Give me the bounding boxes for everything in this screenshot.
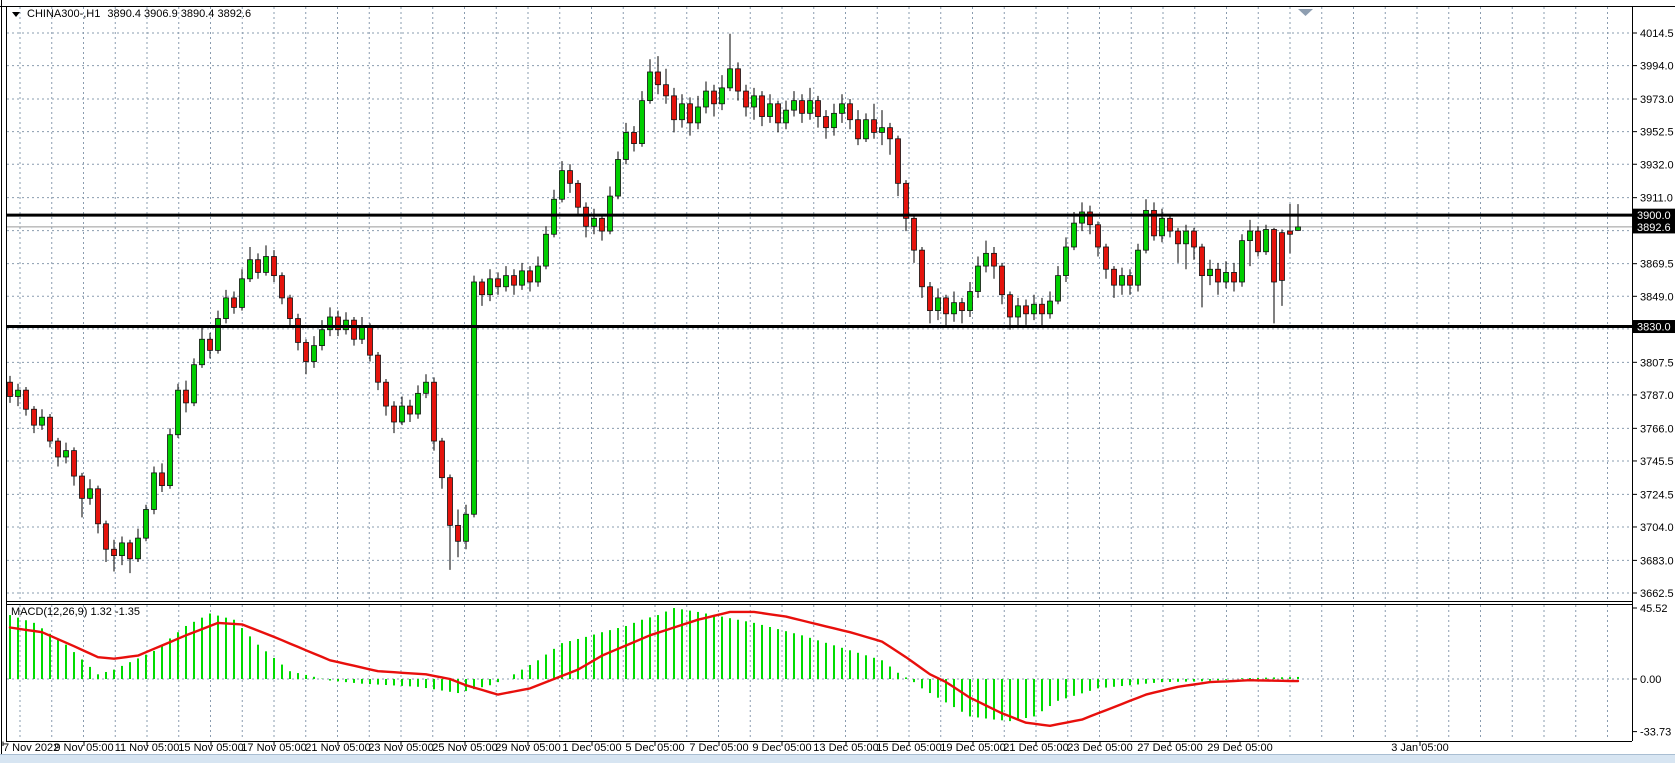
svg-text:13 Dec 05:00: 13 Dec 05:00 <box>813 742 878 754</box>
svg-text:19 Dec 05:00: 19 Dec 05:00 <box>940 742 1005 754</box>
macd-layer <box>8 608 1300 727</box>
svg-text:4014.5: 4014.5 <box>1640 28 1674 40</box>
svg-text:25 Nov 05:00: 25 Nov 05:00 <box>432 742 497 754</box>
svg-text:3994.0: 3994.0 <box>1640 61 1674 73</box>
svg-text:7 Dec 05:00: 7 Dec 05:00 <box>689 742 748 754</box>
svg-text:3932.0: 3932.0 <box>1640 159 1674 171</box>
svg-text:3724.5: 3724.5 <box>1640 489 1674 501</box>
svg-text:3683.0: 3683.0 <box>1640 555 1674 567</box>
svg-text:9 Nov 05:00: 9 Nov 05:00 <box>54 742 113 754</box>
svg-text:3849.0: 3849.0 <box>1640 291 1674 303</box>
svg-text:3662.5: 3662.5 <box>1640 588 1674 600</box>
svg-text:29 Nov 05:00: 29 Nov 05:00 <box>495 742 560 754</box>
svg-text:-33.73: -33.73 <box>1640 727 1671 739</box>
svg-text:15 Nov 05:00: 15 Nov 05:00 <box>178 742 243 754</box>
chart-shift-marker-icon[interactable] <box>1298 9 1313 16</box>
svg-text:3892.6: 3892.6 <box>1637 222 1671 234</box>
macd-indicator-label: MACD(12,26,9) 1.32 -1.35 <box>11 606 141 618</box>
svg-text:23 Dec 05:00: 23 Dec 05:00 <box>1067 742 1132 754</box>
svg-text:27 Dec 05:00: 27 Dec 05:00 <box>1137 742 1202 754</box>
svg-text:1 Dec 05:00: 1 Dec 05:00 <box>562 742 621 754</box>
ohlc-values: 3890.4 3906.9 3890.4 3892.6 <box>107 8 252 20</box>
price-axis: 4014.5 3994.0 3973.0 3952.5 3932.0 3911.0 3869… <box>1632 28 1675 739</box>
svg-text:23 Nov 05:00: 23 Nov 05:00 <box>368 742 433 754</box>
svg-text:21 Dec 05:00: 21 Dec 05:00 <box>1003 742 1068 754</box>
svg-text:5 Dec 05:00: 5 Dec 05:00 <box>625 742 684 754</box>
svg-text:0.00: 0.00 <box>1640 674 1661 686</box>
svg-text:45.52: 45.52 <box>1640 603 1668 615</box>
grid-layer <box>7 7 1632 738</box>
svg-text:3704.0: 3704.0 <box>1640 522 1674 534</box>
price-badge-3892.6: 3892.6 <box>1633 220 1675 234</box>
svg-text:7 Nov 2022: 7 Nov 2022 <box>3 742 59 754</box>
svg-text:3 Jan 05:00: 3 Jan 05:00 <box>1391 742 1449 754</box>
svg-text:15 Dec 05:00: 15 Dec 05:00 <box>876 742 941 754</box>
svg-text:3766.0: 3766.0 <box>1640 423 1674 435</box>
svg-text:3745.5: 3745.5 <box>1640 456 1674 468</box>
price-badge-3900.0: 3900.0 <box>1633 208 1675 222</box>
svg-text:21 Nov 05:00: 21 Nov 05:00 <box>305 742 370 754</box>
symbol-period-label: CHINA300-,H1 <box>27 8 101 20</box>
price-badge-3830.0: 3830.0 <box>1633 320 1675 334</box>
svg-text:3807.5: 3807.5 <box>1640 357 1674 369</box>
svg-text:29 Dec 05:00: 29 Dec 05:00 <box>1207 742 1272 754</box>
chart-title: CHINA300-,H1 3890.4 3906.9 3890.4 3892.6 <box>12 7 251 21</box>
svg-text:3869.5: 3869.5 <box>1640 259 1674 271</box>
svg-text:9 Dec 05:00: 9 Dec 05:00 <box>752 742 811 754</box>
symbol-dropdown-icon[interactable] <box>12 11 20 17</box>
svg-text:3787.0: 3787.0 <box>1640 390 1674 402</box>
svg-text:3973.0: 3973.0 <box>1640 94 1674 106</box>
svg-text:17 Nov 05:00: 17 Nov 05:00 <box>241 742 306 754</box>
macd-signal-line <box>8 610 1300 727</box>
svg-text:3830.0: 3830.0 <box>1637 322 1671 334</box>
svg-text:11 Nov 05:00: 11 Nov 05:00 <box>115 742 180 754</box>
svg-text:3911.0: 3911.0 <box>1640 193 1673 205</box>
svg-text:3900.0: 3900.0 <box>1637 210 1671 222</box>
svg-text:3952.5: 3952.5 <box>1640 127 1674 139</box>
